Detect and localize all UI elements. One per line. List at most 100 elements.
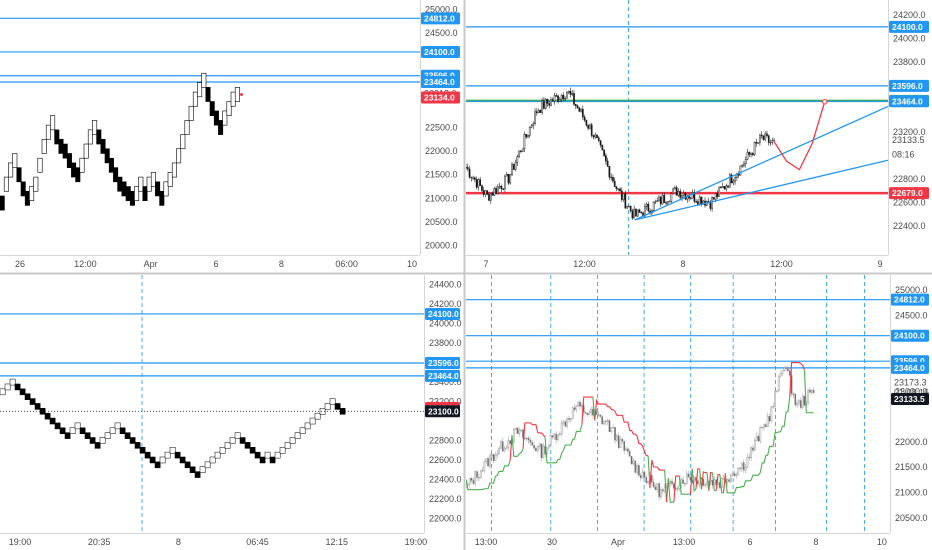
time-scale-tick: 8 bbox=[680, 259, 685, 269]
candle-body bbox=[570, 418, 572, 420]
candle-body bbox=[761, 427, 764, 429]
level-price-label: 23464.0 bbox=[428, 371, 459, 381]
candle-body bbox=[597, 414, 600, 416]
panel-bottom-right[interactable]: 25000.0 24500.0 23000.0 22000.0 21500.0 21000… bbox=[465, 275, 932, 550]
candle-body bbox=[771, 140, 774, 143]
candle-body bbox=[567, 90, 570, 93]
price-scale[interactable]: 25000.0 24500.0 22500.0 22000.0 21500.0 21000… bbox=[421, 4, 460, 251]
candle-body bbox=[542, 445, 545, 458]
candle-body bbox=[605, 155, 607, 162]
candle-body bbox=[562, 421, 565, 424]
candle-body bbox=[527, 135, 529, 138]
renko-brick bbox=[19, 388, 26, 396]
price-scale-tick: 23200.0 bbox=[893, 127, 926, 137]
renko-brick bbox=[159, 190, 165, 206]
plot-area[interactable] bbox=[465, 0, 888, 255]
candle-body bbox=[741, 462, 743, 469]
candle-body bbox=[713, 197, 715, 200]
renko-brick bbox=[229, 437, 236, 444]
trailing-stop-line bbox=[691, 468, 697, 492]
renko-brick bbox=[134, 442, 141, 449]
candle-body bbox=[812, 390, 815, 394]
price-scale-tick: 22400.0 bbox=[893, 221, 926, 231]
candle-body bbox=[479, 470, 482, 479]
candle-body bbox=[535, 447, 537, 452]
renko-brick bbox=[274, 451, 281, 459]
price-scale-tick: 20500.0 bbox=[425, 217, 458, 227]
candle-body bbox=[564, 421, 567, 427]
candle-body bbox=[550, 99, 552, 106]
candle-body bbox=[586, 413, 589, 415]
time-scale[interactable]: 19:00 20:35 8 06:45 12:15 19:00 bbox=[9, 537, 427, 547]
candle-body bbox=[636, 209, 639, 217]
trailing-stop-line bbox=[594, 398, 649, 457]
candle-body bbox=[774, 391, 776, 407]
panel-background bbox=[466, 0, 932, 272]
renko-brick bbox=[94, 442, 101, 449]
candle-body bbox=[731, 473, 734, 476]
candle-body bbox=[564, 98, 566, 100]
level-price-label: 23596.0 bbox=[894, 356, 925, 366]
candle-body bbox=[628, 206, 630, 208]
candle-body bbox=[670, 193, 673, 202]
trailing-stop-line bbox=[667, 478, 674, 503]
candle-body bbox=[470, 477, 473, 481]
candle-body bbox=[720, 186, 722, 188]
renko-brick bbox=[222, 110, 228, 126]
panel-top-left[interactable]: 25000.0 24500.0 22500.0 22000.0 21500.0 21000… bbox=[0, 0, 463, 272]
candle-body bbox=[679, 190, 682, 198]
panel-bottom-left[interactable]: 24400.0 24200.0 24000.0 23800.0 23400.0 23200… bbox=[0, 275, 463, 550]
candle-body bbox=[663, 195, 666, 203]
candle-body bbox=[639, 475, 642, 479]
time-scale[interactable]: 26 12:00 Apr 6 8 06:00 10 bbox=[15, 259, 417, 269]
level-price-label: 23596.0 bbox=[424, 71, 455, 81]
time-scale-tick: 30 bbox=[547, 537, 557, 547]
renko-brick bbox=[24, 190, 30, 206]
candle-body bbox=[601, 144, 604, 151]
level-price-tag bbox=[889, 20, 929, 33]
panel-top-right[interactable]: 24200.0 24000.0 23800.0 23200.0 22800.0 22600… bbox=[465, 0, 932, 272]
time-scale[interactable]: 7 12:00 8 12:00 9 bbox=[483, 259, 882, 269]
price-scale[interactable]: 24400.0 24200.0 24000.0 23800.0 23400.0 23200… bbox=[425, 280, 462, 524]
candle-body bbox=[472, 177, 474, 179]
candle-body bbox=[636, 465, 638, 473]
candle-body bbox=[541, 100, 543, 113]
renko-brick bbox=[75, 167, 81, 183]
candle-body bbox=[661, 195, 664, 205]
price-scale[interactable]: 24200.0 24000.0 23800.0 23200.0 22800.0 22600… bbox=[889, 10, 929, 231]
candle-body bbox=[472, 480, 475, 484]
candle-body bbox=[505, 173, 508, 177]
candle-body bbox=[495, 188, 497, 194]
candle-body bbox=[691, 192, 694, 199]
candle-body bbox=[652, 482, 655, 488]
level-price-tag bbox=[891, 361, 929, 374]
candle-body bbox=[557, 95, 559, 102]
candle-body bbox=[630, 456, 633, 465]
renko-brick bbox=[54, 129, 60, 145]
time-scale[interactable]: 13:00 30 Apr 13:00 6 8 10 bbox=[475, 537, 887, 547]
plot-area[interactable] bbox=[465, 275, 890, 533]
candle-body bbox=[676, 488, 679, 490]
price-scale[interactable]: 25000.0 24500.0 23000.0 22000.0 21500.0 21000… bbox=[891, 285, 929, 523]
trailing-stop-line bbox=[789, 362, 805, 397]
renko-brick bbox=[209, 456, 216, 464]
candle-body bbox=[599, 140, 602, 146]
trendline[interactable] bbox=[634, 105, 888, 221]
candle-body bbox=[759, 427, 762, 442]
candle-body bbox=[546, 98, 549, 104]
projection-path[interactable] bbox=[773, 101, 826, 171]
candle-body bbox=[573, 93, 575, 105]
candle-body bbox=[757, 142, 759, 144]
renko-brick bbox=[66, 153, 72, 168]
renko-brick bbox=[119, 427, 126, 435]
trendline[interactable] bbox=[634, 159, 888, 221]
candle-body bbox=[560, 422, 563, 435]
plot-area[interactable] bbox=[0, 17, 420, 211]
current-price-label: 23133.5 bbox=[892, 135, 925, 145]
plot-area[interactable] bbox=[0, 275, 424, 533]
trailing-stop-line bbox=[678, 475, 691, 495]
projection-endpoint[interactable] bbox=[822, 99, 828, 105]
price-scale-tick: 23200.0 bbox=[429, 397, 462, 407]
candle-body bbox=[479, 179, 482, 187]
renko-brick bbox=[334, 403, 341, 410]
